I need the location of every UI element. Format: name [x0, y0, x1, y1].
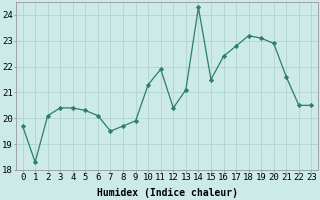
X-axis label: Humidex (Indice chaleur): Humidex (Indice chaleur)	[97, 188, 237, 198]
